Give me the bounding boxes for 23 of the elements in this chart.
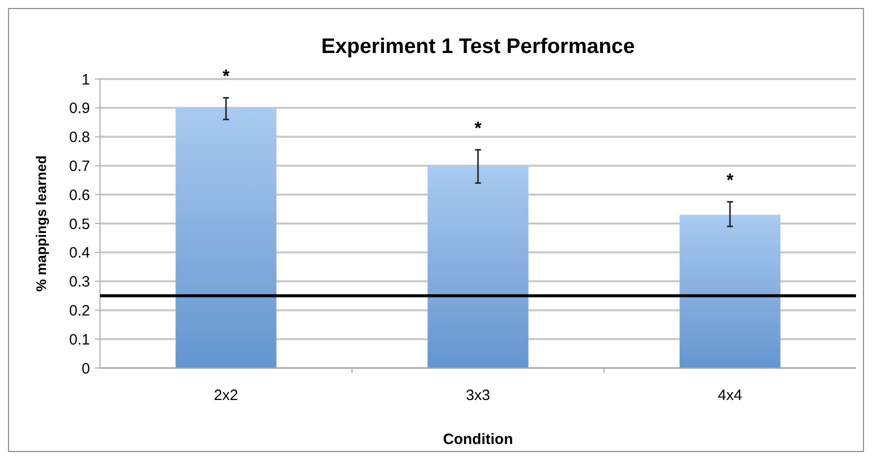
bar xyxy=(680,214,780,368)
x-tick-label: 4x4 xyxy=(718,387,742,404)
annotation: * xyxy=(726,170,734,190)
x-tick-label: 2x2 xyxy=(214,387,238,404)
y-tick-label: 1 xyxy=(82,71,90,88)
annotation: * xyxy=(474,118,482,138)
y-tick-label: 0.9 xyxy=(69,100,90,118)
y-axis-title: % mappings learned xyxy=(33,155,49,292)
y-tick-label: 0.5 xyxy=(69,216,90,233)
y-tick-label: 0.2 xyxy=(69,302,90,320)
y-tick-label: 0.1 xyxy=(69,331,90,348)
chart-title: Experiment 1 Test Performance xyxy=(321,35,635,58)
y-tick-label: 0.8 xyxy=(69,129,90,146)
y-tick-label: 0.6 xyxy=(69,186,90,204)
y-tick-label: 0.4 xyxy=(69,244,90,262)
x-tick-label: 3x3 xyxy=(466,387,490,404)
x-axis-title: Condition xyxy=(443,431,513,448)
annotation: * xyxy=(222,66,230,86)
bar xyxy=(428,166,528,368)
y-tick-label: 0.3 xyxy=(69,274,90,291)
y-tick-label: 0 xyxy=(82,360,90,378)
y-tick-label: 0.7 xyxy=(69,158,90,175)
bar xyxy=(176,108,276,368)
